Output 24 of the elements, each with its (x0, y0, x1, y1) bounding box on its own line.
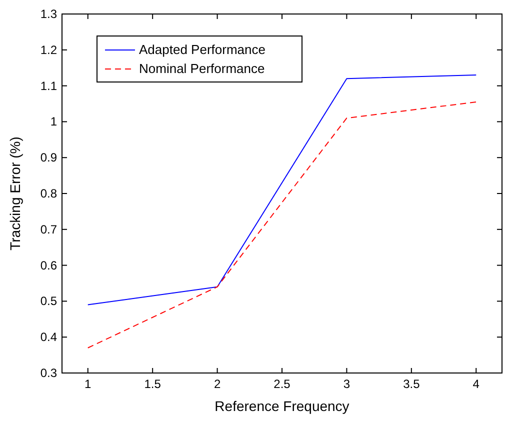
x-tick-label: 4 (472, 377, 480, 391)
y-tick-label: 0.5 (40, 294, 58, 308)
x-tick-label: 1.5 (144, 377, 162, 391)
y-tick-label: 1.2 (40, 42, 58, 57)
x-tick-label: 3 (343, 377, 350, 391)
x-tick-label: 2 (214, 377, 221, 391)
y-tick-label: 0.4 (40, 330, 58, 344)
x-tick-label: 2.5 (274, 377, 291, 391)
y-tick-label: 1.1 (40, 78, 58, 93)
y-tick-label: 0.8 (40, 186, 58, 200)
y-tick-label: 0.9 (40, 150, 58, 165)
y-tick-label: 0.3 (40, 366, 58, 380)
x-tick-label: 3.5 (403, 377, 420, 391)
x-axis-title: Reference Frequency (214, 398, 350, 414)
y-tick-label: 0.7 (40, 222, 58, 236)
legend-label: Adapted Performance (139, 42, 266, 57)
y-tick-label: 0.6 (40, 258, 58, 272)
line-series (87, 74, 477, 306)
y-tick-label: 1 (50, 114, 58, 129)
y-axis-title: Tracking Error (%) (7, 136, 23, 250)
line-series (87, 101, 477, 348)
legend-label: Nominal Performance (139, 61, 265, 76)
x-tick-label: 1 (84, 377, 92, 391)
y-tick-label: 1.3 (40, 7, 58, 21)
